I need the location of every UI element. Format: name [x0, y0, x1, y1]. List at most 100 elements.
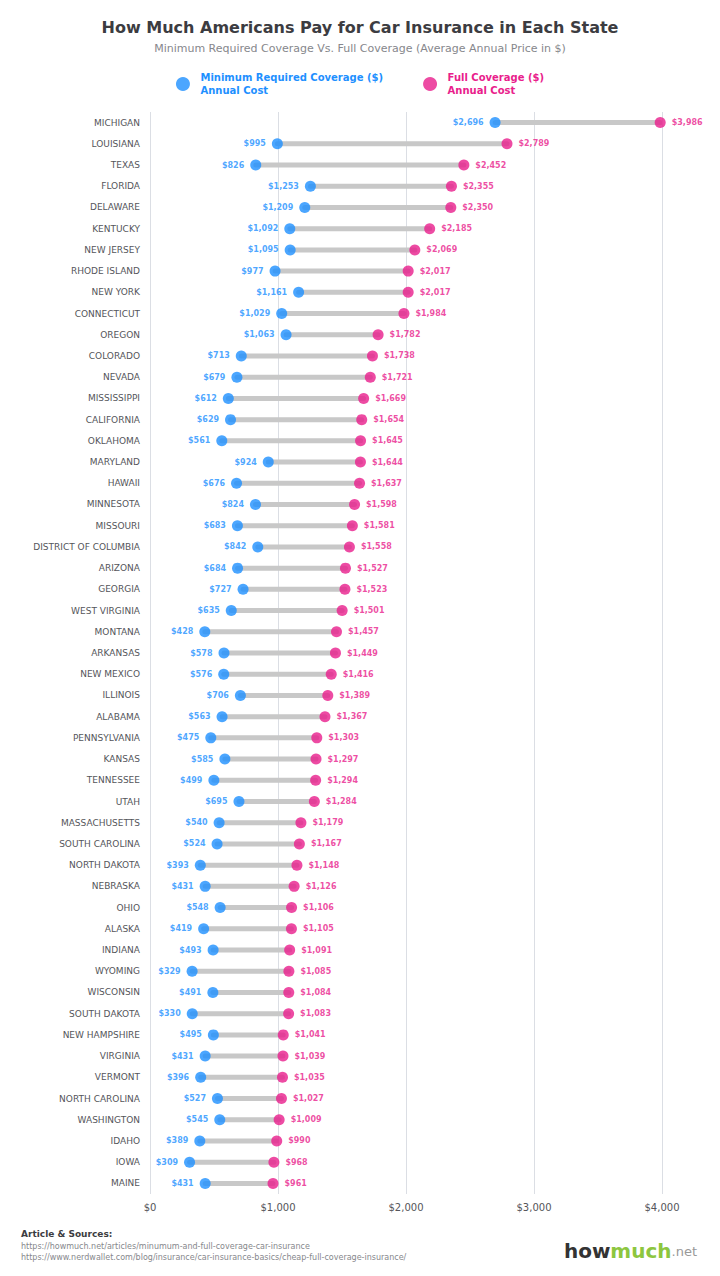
svg-text:$1,029: $1,029 [239, 309, 270, 318]
svg-text:LOUISIANA: LOUISIANA [92, 139, 141, 149]
svg-text:INDIANA: INDIANA [102, 945, 141, 955]
svg-text:KENTUCKY: KENTUCKY [92, 224, 140, 234]
svg-text:$330: $330 [158, 1009, 181, 1018]
svg-text:$1,161: $1,161 [256, 288, 287, 297]
svg-text:PENNSYLVANIA: PENNSYLVANIA [73, 733, 141, 743]
svg-text:KANSAS: KANSAS [104, 754, 141, 764]
svg-text:$629: $629 [197, 415, 220, 424]
svg-text:HAWAII: HAWAII [108, 478, 140, 488]
svg-text:NEBRASKA: NEBRASKA [92, 881, 141, 891]
svg-text:COLORADO: COLORADO [89, 351, 140, 361]
svg-text:$389: $389 [166, 1136, 189, 1145]
svg-text:$1,106: $1,106 [303, 903, 334, 912]
svg-text:NORTH CAROLINA: NORTH CAROLINA [59, 1094, 141, 1104]
svg-text:$961: $961 [285, 1179, 308, 1188]
svg-text:ILLINOIS: ILLINOIS [102, 690, 140, 700]
svg-text:$1,294: $1,294 [327, 776, 358, 785]
svg-text:$4,000: $4,000 [645, 1202, 680, 1213]
svg-text:$527: $527 [184, 1094, 206, 1103]
svg-text:$1,527: $1,527 [357, 564, 388, 573]
svg-text:https://www.nerdwallet.com/blo: https://www.nerdwallet.com/blog/insuranc… [21, 1253, 407, 1262]
svg-text:$576: $576 [190, 670, 213, 679]
svg-text:$2,696: $2,696 [453, 118, 484, 127]
svg-text:ARKANSAS: ARKANSAS [91, 648, 140, 658]
svg-text:$1,284: $1,284 [326, 797, 357, 806]
svg-text:$2,452: $2,452 [475, 161, 506, 170]
svg-text:WYOMING: WYOMING [95, 966, 140, 976]
svg-text:DELAWARE: DELAWARE [90, 202, 140, 212]
svg-text:$1,637: $1,637 [371, 479, 402, 488]
svg-text:$475: $475 [177, 733, 200, 742]
svg-text:$3,986: $3,986 [672, 118, 703, 127]
svg-text:MARYLAND: MARYLAND [90, 457, 140, 467]
svg-text:TEXAS: TEXAS [110, 160, 141, 170]
svg-text:NEW MEXICO: NEW MEXICO [80, 669, 140, 679]
svg-text:$428: $428 [171, 627, 194, 636]
svg-text:NEW JERSEY: NEW JERSEY [84, 245, 140, 255]
svg-text:NEW HAMPSHIRE: NEW HAMPSHIRE [63, 1030, 141, 1040]
svg-text:$1,367: $1,367 [336, 712, 367, 721]
svg-text:CONNECTICUT: CONNECTICUT [75, 309, 141, 319]
svg-text:MINNESOTA: MINNESOTA [87, 499, 141, 509]
svg-text:$563: $563 [188, 712, 210, 721]
svg-text:OKLAHOMA: OKLAHOMA [88, 436, 141, 446]
svg-text:VIRGINIA: VIRGINIA [100, 1051, 141, 1061]
svg-text:$1,009: $1,009 [291, 1115, 322, 1124]
svg-text:OREGON: OREGON [100, 330, 140, 340]
svg-text:VERMONT: VERMONT [95, 1072, 141, 1082]
svg-text:$1,035: $1,035 [294, 1073, 325, 1082]
svg-text:$1,209: $1,209 [262, 203, 293, 212]
svg-text:$1,027: $1,027 [293, 1094, 324, 1103]
svg-text:$1,738: $1,738 [384, 351, 415, 360]
svg-text:$2,069: $2,069 [426, 245, 457, 254]
svg-text:$635: $635 [198, 606, 221, 615]
svg-text:$431: $431 [171, 1179, 194, 1188]
svg-text:$1,389: $1,389 [339, 691, 370, 700]
svg-text:ALABAMA: ALABAMA [96, 712, 141, 722]
svg-text:$1,297: $1,297 [328, 755, 359, 764]
svg-text:$2,789: $2,789 [518, 139, 549, 148]
svg-text:$1,457: $1,457 [348, 627, 379, 636]
svg-text:$1,091: $1,091 [301, 946, 332, 955]
svg-text:$1,000: $1,000 [261, 1202, 296, 1213]
svg-text:$679: $679 [203, 373, 226, 382]
svg-text:$431: $431 [171, 1052, 194, 1061]
svg-text:$396: $396 [167, 1073, 190, 1082]
svg-text:$2,185: $2,185 [441, 224, 472, 233]
svg-text:$1,085: $1,085 [300, 967, 331, 976]
svg-text:$1,669: $1,669 [375, 394, 406, 403]
svg-text:$968: $968 [285, 1158, 308, 1167]
svg-text:$431: $431 [171, 882, 194, 891]
svg-text:WISCONSIN: WISCONSIN [88, 987, 140, 997]
svg-text:$2,017: $2,017 [420, 267, 451, 276]
svg-text:$491: $491 [179, 988, 202, 997]
svg-text:$2,355: $2,355 [463, 182, 494, 191]
svg-text:$824: $824 [222, 500, 245, 509]
svg-text:$540: $540 [185, 818, 208, 827]
svg-text:$585: $585 [191, 755, 214, 764]
svg-text:much: much [610, 1239, 671, 1263]
svg-text:$1,095: $1,095 [248, 245, 279, 254]
svg-text:MICHIGAN: MICHIGAN [94, 118, 140, 128]
svg-text:MAINE: MAINE [111, 1178, 140, 1188]
svg-text:IOWA: IOWA [116, 1157, 141, 1167]
svg-text:$1,303: $1,303 [328, 733, 359, 742]
svg-text:$1,179: $1,179 [312, 818, 343, 827]
svg-text:$393: $393 [167, 861, 189, 870]
svg-text:$1,558: $1,558 [361, 542, 392, 551]
svg-text:ARIZONA: ARIZONA [99, 563, 141, 573]
svg-text:WASHINGTON: WASHINGTON [78, 1115, 140, 1125]
svg-text:$309: $309 [156, 1158, 179, 1167]
svg-text:$1,984: $1,984 [415, 309, 446, 318]
svg-text:$713: $713 [207, 351, 229, 360]
svg-text:WEST VIRGINIA: WEST VIRGINIA [71, 606, 141, 616]
svg-text:$706: $706 [207, 691, 230, 700]
svg-text:FLORIDA: FLORIDA [101, 181, 141, 191]
svg-text:$826: $826 [222, 161, 245, 170]
svg-text:$1,581: $1,581 [364, 521, 395, 530]
svg-text:$548: $548 [186, 903, 209, 912]
svg-text:$545: $545 [186, 1115, 209, 1124]
svg-text:TENNESSEE: TENNESSEE [86, 775, 140, 785]
svg-text:RHODE ISLAND: RHODE ISLAND [71, 266, 140, 276]
svg-text:https://howmuch.net/articles/m: https://howmuch.net/articles/minumum-and… [21, 1242, 310, 1251]
